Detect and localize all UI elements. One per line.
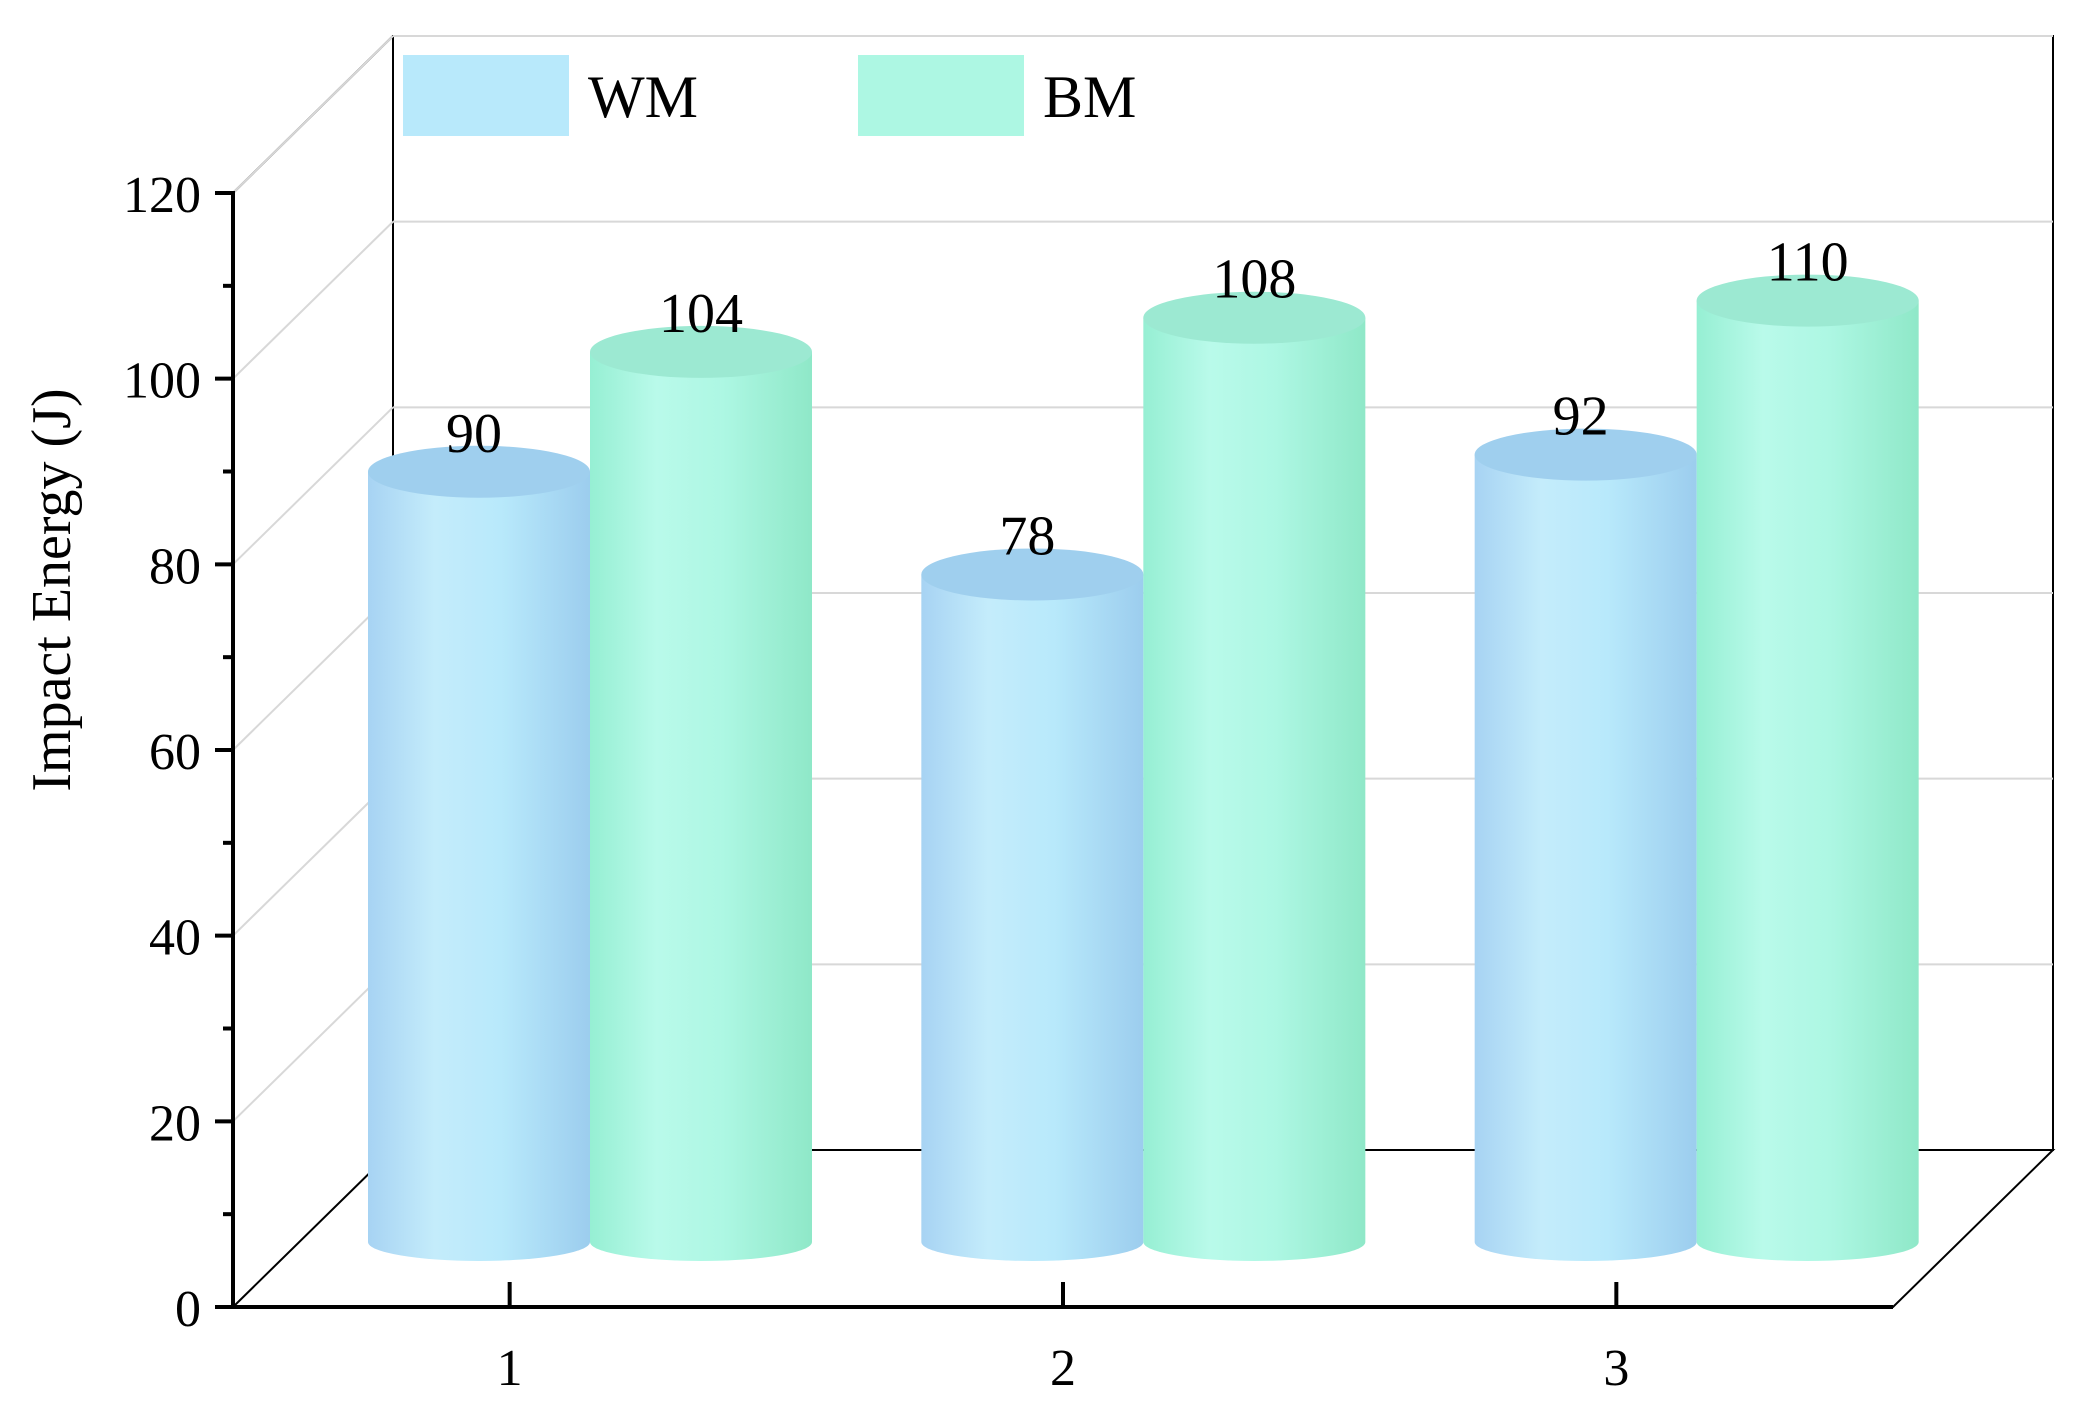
x-tick-label: 2 (1050, 1340, 1076, 1397)
bar-body-wm (1474, 454, 1697, 1262)
bar-body-bm (590, 351, 812, 1261)
bar-body-wm (921, 574, 1144, 1261)
bar-bm-1: 104 (590, 283, 812, 1261)
bar-wm-3: 92 (1474, 386, 1697, 1262)
gridline-depth (232, 35, 394, 194)
legend-swatch-bm (858, 55, 1024, 136)
data-label: 108 (1212, 249, 1296, 311)
x-tick-label: 3 (1603, 1340, 1629, 1397)
y-tick-label: 80 (149, 538, 201, 595)
bar-bm-2: 108 (1143, 249, 1366, 1261)
bar-top-bm (1696, 274, 1919, 327)
gridline-depth (232, 777, 394, 937)
axes: 0 20 40 60 80 100 120 1 2 3 (123, 167, 1893, 1397)
bar-body-bm (1143, 317, 1366, 1261)
gridline-depth (232, 220, 394, 380)
y-tick-label: 100 (123, 353, 201, 410)
y-tick-label: 60 (149, 724, 201, 781)
y-axis-label: Impact Energy (J) (21, 388, 83, 791)
legend: WM BM (403, 55, 1136, 136)
gridline-depth (232, 406, 394, 566)
bar-top-wm (368, 445, 590, 498)
bar-top-bm (590, 325, 812, 378)
legend-label-wm: WM (588, 64, 698, 130)
data-label: 90 (446, 403, 502, 465)
legend-swatch-wm (403, 55, 569, 136)
bar-top-wm (1474, 428, 1697, 481)
bar-wm-1: 90 (368, 403, 590, 1261)
data-label: 104 (659, 283, 743, 345)
bar-top-bm (1143, 291, 1366, 344)
data-label: 78 (999, 505, 1055, 567)
bar-bm-3: 110 (1696, 232, 1919, 1261)
legend-label-bm: BM (1043, 64, 1136, 130)
bars: 90 104 78 108 92 110 (368, 232, 1919, 1262)
bar-body-bm (1696, 300, 1919, 1261)
y-tick-label: 120 (123, 167, 201, 224)
data-label: 110 (1767, 232, 1849, 294)
x-tick-label: 1 (497, 1340, 523, 1397)
data-label: 92 (1553, 386, 1609, 448)
bar-top-wm (921, 548, 1144, 601)
bar-body-wm (368, 471, 590, 1261)
bar-wm-2: 78 (921, 505, 1144, 1261)
y-tick-label: 20 (149, 1095, 201, 1152)
gridline-depth (232, 592, 394, 751)
y-tick-label: 40 (149, 910, 201, 967)
y-tick-label: 0 (175, 1281, 201, 1338)
gridline-depth (232, 963, 394, 1123)
